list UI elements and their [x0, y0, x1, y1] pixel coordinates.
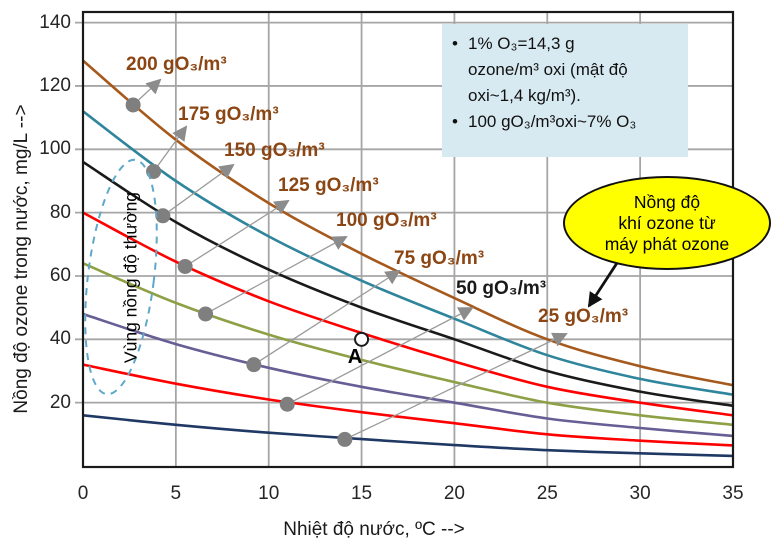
callout-ellipse: Nồng độ khí ozone từ máy phát ozone [563, 176, 771, 270]
x-tick-label: 30 [629, 483, 651, 504]
x-tick-label: 10 [258, 483, 280, 504]
curve-dot [337, 431, 353, 447]
curve-150 [82, 160, 734, 408]
leader-arrow [253, 269, 401, 366]
curve-dot [125, 97, 141, 113]
curve-dot [146, 163, 162, 179]
curve-label: 75 gO₃/m³ [394, 248, 485, 269]
x-tick-label: 20 [443, 483, 465, 504]
curve-label: 25 gO₃/m³ [538, 306, 629, 327]
leader-arrow [286, 307, 474, 405]
leader-arrow [162, 163, 235, 217]
info-text: 1% O₃=14,3 g ozone/m³ oxi (mật độ oxi~1,… [468, 34, 628, 105]
y-tick-label: 60 [49, 264, 71, 286]
x-tick-label: 25 [536, 483, 558, 504]
curve-label: 200 gO₃/m³ [126, 54, 227, 75]
y-tick-label: 20 [49, 391, 71, 413]
leader-arrow [344, 332, 568, 440]
leader-arrow [184, 199, 290, 268]
region-ellipse [84, 158, 158, 396]
curve-dot [155, 208, 171, 224]
region-label: Vùng nồng độ thường [120, 191, 141, 364]
y-tick-label: 80 [49, 201, 71, 223]
curve-50 [82, 363, 734, 447]
x-tick-label: 15 [350, 483, 373, 504]
x-tick-label: 35 [722, 483, 744, 504]
x-tick-label: 5 [170, 483, 182, 504]
curve-label: 175 gO₃/m³ [178, 104, 279, 125]
curve-25 [82, 414, 734, 458]
x-tick-label: 0 [77, 483, 89, 504]
x-axis-title: Nhiệt độ nước, ºC --> [283, 519, 465, 540]
bullet-icon: • [452, 34, 458, 53]
callout-arrow [587, 262, 619, 308]
curve-dot [177, 258, 193, 274]
curve-label: 100 gO₃/m³ [336, 210, 437, 231]
y-tick-label: 140 [39, 11, 71, 33]
curve-dot [246, 357, 262, 373]
curve-75 [82, 312, 734, 438]
info-item: • 100 gO₃/m³oxi~7% O₃ [452, 109, 684, 135]
y-tick-label: 40 [49, 328, 71, 350]
leader-arrow [205, 236, 348, 315]
curve-100 [82, 262, 734, 427]
curve-label: 50 gO₃/m³ [456, 278, 547, 299]
point-a-marker [354, 331, 370, 347]
curve-label: 125 gO₃/m³ [278, 175, 379, 196]
curve-175 [82, 110, 734, 396]
info-item: • 1% O₃=14,3 g ozone/m³ oxi (mật độ oxi~… [452, 31, 684, 109]
info-box: • 1% O₃=14,3 g ozone/m³ oxi (mật độ oxi~… [442, 24, 688, 157]
y-tick-label: 120 [39, 74, 71, 96]
curve-dot [198, 306, 214, 322]
info-text: 100 gO₃/m³oxi~7% O₃ [468, 112, 637, 131]
bullet-icon: • [452, 112, 458, 131]
point-a-label: A [347, 346, 363, 368]
leader-arrow [153, 125, 188, 172]
y-tick-label: 100 [39, 138, 71, 160]
curve-label: 150 gO₃/m³ [224, 140, 325, 161]
curve-dot [279, 396, 295, 412]
